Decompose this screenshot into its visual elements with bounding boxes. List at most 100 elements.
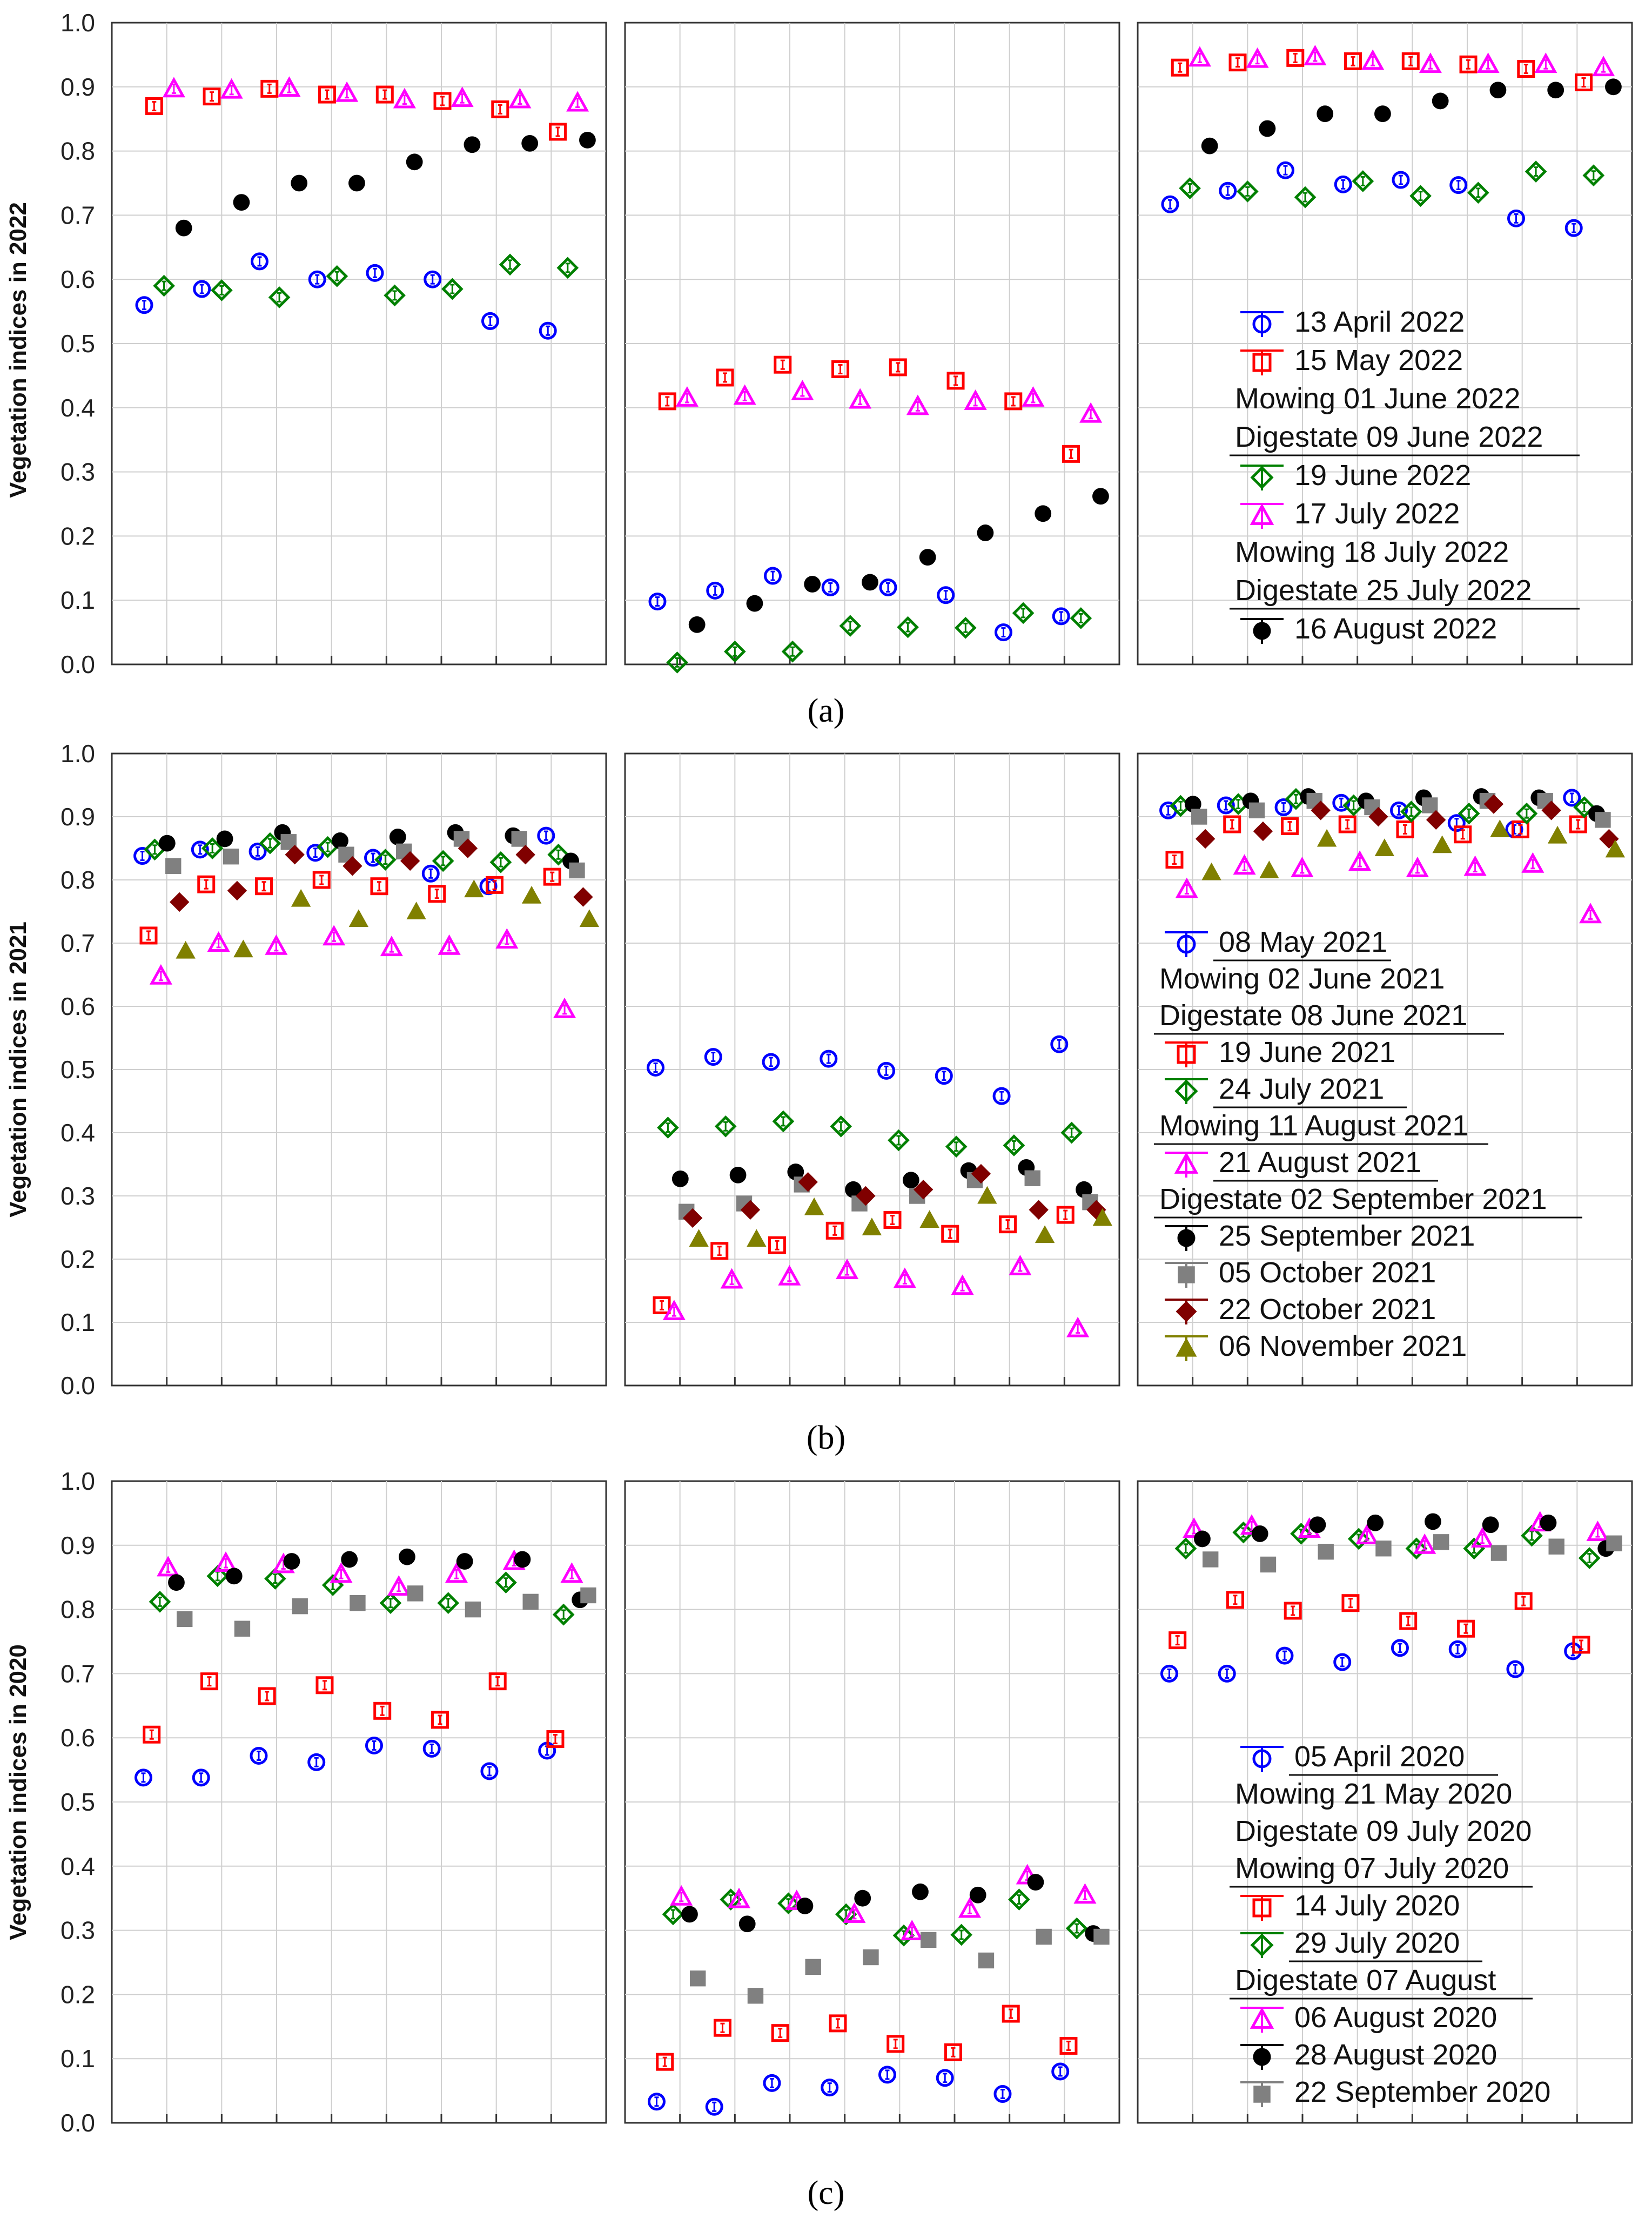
point-06-august-2020 <box>901 1920 924 1940</box>
error-bar <box>503 1577 508 1588</box>
point-29-july-2020 <box>206 1565 229 1588</box>
point-15-may-2022 <box>1575 73 1593 91</box>
y-tick-label: 0.6 <box>61 992 95 1020</box>
point-19-june-2022 <box>1467 181 1489 204</box>
error-bar <box>670 1909 675 1920</box>
error-bar <box>1009 2008 1013 2019</box>
point-22-october-2021 <box>740 1200 761 1220</box>
point-05-april-2020 <box>647 2093 666 2111</box>
legend-entry-29-july-2020: 29 July 2020 <box>1240 1927 1482 1962</box>
legend-label: 05 October 2021 <box>1219 1256 1436 1289</box>
point-29-july-2020 <box>264 1568 286 1590</box>
point-19-june-2021 <box>485 876 503 894</box>
error-bar <box>1339 797 1344 808</box>
point-05-october-2021 <box>1248 802 1265 818</box>
point-17-july-2022 <box>1304 45 1327 65</box>
error-bar <box>1409 806 1414 817</box>
error-bar <box>838 364 843 375</box>
point-29-july-2020 <box>1290 1523 1312 1545</box>
point-17-july-2022 <box>451 86 474 107</box>
point-22-october-2021 <box>1253 821 1273 842</box>
point-22-october-2021 <box>515 845 535 865</box>
point-05-october-2021 <box>1191 809 1207 825</box>
point-08-may-2021 <box>1390 801 1408 819</box>
point-19-june-2021 <box>254 877 273 896</box>
point-21-august-2021 <box>323 925 346 946</box>
error-bar <box>960 1281 965 1292</box>
point-14-july-2020 <box>1456 1619 1475 1638</box>
point-19-june-2022 <box>954 616 977 639</box>
error-bar <box>885 2069 890 2080</box>
error-bar <box>1069 1127 1074 1138</box>
point-16-august-2022 <box>1547 82 1564 99</box>
point-29-july-2020 <box>495 1571 517 1594</box>
point-24-july-2021 <box>772 1110 795 1133</box>
error-bar <box>141 1772 146 1783</box>
error-bar <box>553 1734 558 1745</box>
point-19-june-2021 <box>825 1221 844 1240</box>
legend-marker-22-october-2021 <box>1176 1301 1197 1322</box>
point-29-july-2020 <box>777 1892 800 1915</box>
error-bar <box>1167 199 1172 210</box>
error-bar <box>787 1272 792 1282</box>
point-29-july-2020 <box>1521 1524 1543 1547</box>
y-tick-label: 1.0 <box>61 739 95 768</box>
point-19-june-2022 <box>839 615 862 637</box>
point-06-november-2021 <box>1317 829 1337 847</box>
legend-entry-digestate-09-june-2022: Digestate 09 June 2022 <box>1230 421 1580 456</box>
legend-marker-21-august-2021 <box>1174 1152 1199 1174</box>
error-bar <box>261 881 266 892</box>
y-tick-labels: 1.0 0.9 0.8 0.7 0.6 0.5 0.4 0.3 0.2 0.1 0.0 <box>61 739 95 1400</box>
error-bar <box>149 1729 154 1740</box>
point-21-august-2021 <box>720 1268 743 1289</box>
error-bar <box>372 267 377 278</box>
point-15-may-2022 <box>145 97 163 115</box>
point-19-june-2022 <box>1409 185 1432 207</box>
point-05-april-2020 <box>1275 1646 1294 1665</box>
point-19-june-2021 <box>998 1215 1017 1234</box>
error-bar <box>1001 627 1006 638</box>
error-bar <box>1476 187 1481 198</box>
error-bar <box>508 259 513 270</box>
point-16-august-2022 <box>233 194 250 211</box>
point-13-april-2022 <box>481 312 499 330</box>
point-14-july-2020 <box>315 1676 334 1694</box>
point-05-april-2020 <box>365 1736 383 1754</box>
legend-entry-08-may-2021: 08 May 2021 <box>1165 926 1391 961</box>
point-08-may-2021 <box>364 849 382 867</box>
error-bar <box>1521 1596 1526 1606</box>
legend-marker-28-august-2020 <box>1253 2048 1271 2066</box>
legend-marker-06-august-2020 <box>1250 2007 1274 2029</box>
error-bar <box>665 396 670 407</box>
point-15-may-2022 <box>889 358 907 376</box>
error-bar <box>199 284 204 294</box>
error-bar <box>388 1598 393 1609</box>
error-bar <box>1518 824 1523 835</box>
point-21-august-2021 <box>1521 852 1544 873</box>
point-19-june-2021 <box>1396 820 1414 838</box>
legend-label: 28 August 2020 <box>1294 2039 1497 2071</box>
error-bar <box>382 89 387 100</box>
point-29-july-2020 <box>552 1603 575 1626</box>
error-bar <box>717 1246 722 1256</box>
error-bar <box>1371 56 1375 66</box>
error-bar <box>1582 802 1587 812</box>
point-15-may-2022 <box>1171 58 1189 77</box>
point-24-july-2021 <box>888 1129 910 1152</box>
error-bar <box>1341 179 1346 190</box>
error-bar <box>488 315 493 326</box>
error-bar <box>223 1558 228 1569</box>
point-21-august-2021 <box>1009 1255 1032 1275</box>
error-bar <box>1463 1623 1468 1634</box>
error-bar <box>158 971 163 981</box>
point-05-april-2020 <box>134 1768 152 1787</box>
point-22-october-2021 <box>1483 794 1504 814</box>
error-bar <box>440 96 445 106</box>
y-tick-labels: 1.0 0.9 0.8 0.7 0.6 0.5 0.4 0.3 0.2 0.1 0.0 <box>61 9 95 678</box>
error-bar <box>1398 1643 1402 1653</box>
error-bar <box>256 1750 261 1761</box>
y-axis-label: Vegetation indices in 2022 <box>5 202 31 498</box>
point-14-july-2020 <box>373 1702 392 1720</box>
point-22-september-2020 <box>978 1952 995 1969</box>
y-tick-label: 0.4 <box>61 394 95 422</box>
